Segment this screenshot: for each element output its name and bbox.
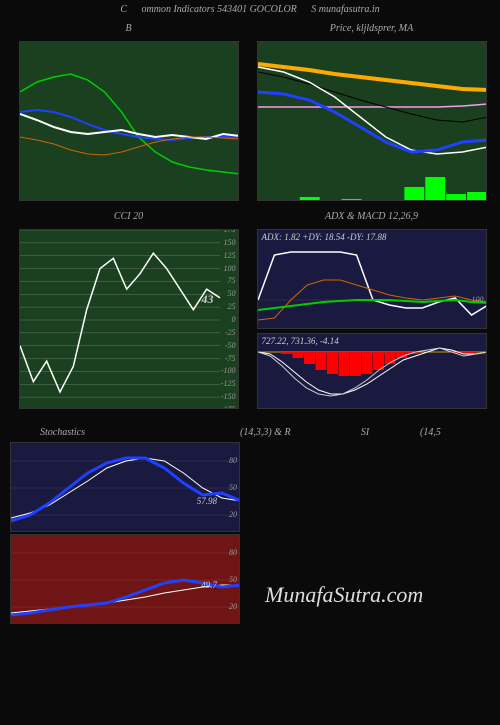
chart-macd: 727.22, 731.36, -4.14: [257, 333, 487, 409]
hdr-right: S munafasutra.in: [311, 4, 379, 15]
panel-cci: CCI 20 -175-150-125-100-75-50-2502550751…: [10, 207, 247, 409]
stoch-titles: Stochastics (14,3,3) & R SI (14,5: [10, 427, 490, 438]
panel-bb: B: [10, 19, 247, 201]
chart-stoch-top: 80502057.98: [10, 442, 240, 532]
panel-adx-macd: ADX & MACD 12,26,9 ADX: 1.82 +DY: 18.54 …: [253, 207, 490, 409]
chart-cci: -175-150-125-100-75-50-25025507510012515…: [19, 229, 239, 409]
chart-stoch-bot: 80502049.7: [10, 534, 240, 624]
chart-bb: [19, 41, 239, 201]
chart-adx: ADX: 1.82 +DY: 18.54 -DY: 17.88100: [257, 229, 487, 329]
page-header: C ommon Indicators 543401 GOCOLOR S muna…: [0, 0, 500, 19]
cci-title: CCI 20: [114, 211, 143, 225]
chart-price: [257, 41, 487, 201]
panel-price: Price, kljldsprer, MA: [253, 19, 490, 201]
hdr-mid: ommon Indicators 543401 GOCOLOR: [142, 4, 297, 15]
bb-title: B: [125, 23, 131, 37]
hdr-left: C: [120, 4, 127, 15]
price-title: Price, kljldsprer, MA: [330, 23, 414, 37]
adx-title: ADX & MACD 12,26,9: [325, 211, 418, 225]
